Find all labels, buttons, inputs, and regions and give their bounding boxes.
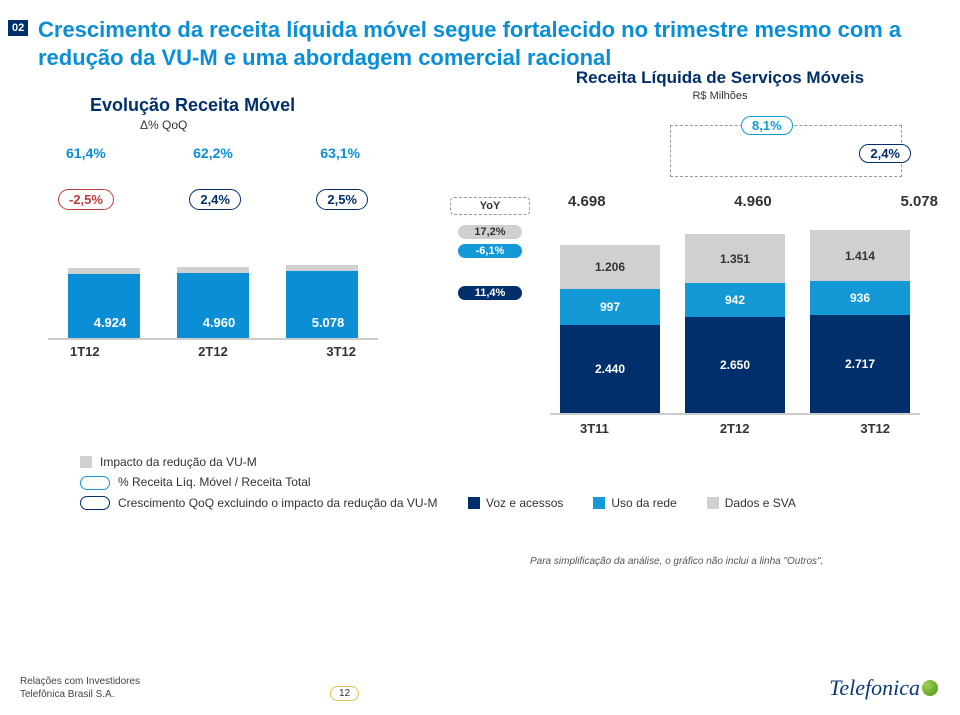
right-totals: 4.698 4.960 5.078: [550, 193, 956, 210]
right-legend: Voz e acessos Uso da rede Dados e SVA: [468, 496, 796, 510]
left-bar-1: 4.960: [171, 267, 255, 338]
growth-2-4: 2,4%: [859, 144, 911, 163]
page-number: 12: [330, 686, 359, 701]
rx-0: 3T11: [580, 421, 609, 436]
total-1: 4.960: [734, 193, 772, 210]
growth-bracket: 8,1% 2,4%: [670, 125, 902, 177]
legend-voz: Voz e acessos: [468, 496, 563, 510]
footer-line2: Telefônica Brasil S.A.: [20, 688, 140, 701]
seg: 997: [560, 289, 660, 325]
right-stacks: 1.2069972.4401.3519422.6501.4149362.717: [550, 225, 920, 415]
legend-rede: Uso da rede: [593, 496, 676, 510]
yoy-column: YoY 17,2% -6,1% 11,4%: [450, 197, 530, 305]
lx-0: 1T12: [70, 344, 100, 359]
legend-dados-label: Dados e SVA: [725, 496, 796, 510]
yoy-row-1: -6,1%: [458, 244, 522, 258]
legend-qoq-ex-label: Crescimento QoQ excluindo o impacto da r…: [118, 493, 437, 513]
left-qoq-row: -2,5% 2,4% 2,5%: [48, 189, 378, 210]
rx-1: 2T12: [720, 421, 750, 436]
swatch-cyan-icon: [593, 497, 605, 509]
yoy-row-2: 11,4%: [458, 286, 522, 300]
telefonica-logo: Telefonica: [829, 675, 938, 701]
slide-number-badge: 02: [8, 20, 28, 36]
right-footnote: Para simplificação da análise, o gráfico…: [530, 556, 823, 567]
lx-1: 2T12: [198, 344, 228, 359]
swatch-navy-icon: [468, 497, 480, 509]
legend-vu-m-label: Impacto da redução da VU-M: [100, 452, 257, 472]
footer-left: Relações com Investidores Telefônica Bra…: [20, 675, 140, 701]
qoq-2: 2,5%: [316, 189, 368, 210]
swatch-grey2-icon: [707, 497, 719, 509]
stack-2: 1.4149362.717: [810, 230, 910, 413]
share-0: 61,4%: [66, 145, 106, 161]
left-bar-0: 4.924: [62, 268, 146, 338]
legend-share-label: % Receita Líq. Móvel / Receita Total: [118, 472, 311, 492]
seg: 1.351: [685, 234, 785, 283]
legend-dados: Dados e SVA: [707, 496, 796, 510]
legend-qoq-ex: Crescimento QoQ excluindo o impacto da r…: [80, 493, 437, 513]
share-2: 63,1%: [320, 145, 360, 161]
seg: 942: [685, 283, 785, 317]
left-bar-2: 5.078: [280, 265, 364, 338]
left-subheader: Evolução Receita Móvel: [90, 95, 295, 116]
swatch-grey-icon: [80, 456, 92, 468]
share-1: 62,2%: [193, 145, 233, 161]
legend-voz-label: Voz e acessos: [486, 496, 563, 510]
lx-2: 3T12: [326, 344, 356, 359]
pill-outline-icon: [80, 476, 110, 490]
left-delta-label: Δ% QoQ: [140, 118, 187, 132]
left-bars: 4.924 4.960 5.078: [48, 228, 378, 340]
legend-rede-label: Uso da rede: [611, 496, 676, 510]
right-subheader: Receita Líquida de Serviços Móveis: [530, 68, 910, 88]
growth-8-1: 8,1%: [741, 116, 793, 135]
yoy-header: YoY: [450, 197, 530, 215]
footer-line1: Relações com Investidores: [20, 675, 140, 688]
logo-ball-icon: [922, 680, 938, 696]
seg: 2.717: [810, 315, 910, 413]
left-x-axis: 1T12 2T12 3T12: [48, 340, 378, 359]
seg: 2.440: [560, 325, 660, 413]
left-share-row: 61,4% 62,2% 63,1%: [48, 145, 378, 161]
stack-1: 1.3519422.650: [685, 234, 785, 413]
seg: 2.650: [685, 317, 785, 413]
seg: 1.414: [810, 230, 910, 281]
seg: 1.206: [560, 245, 660, 289]
legend-vu-m: Impacto da redução da VU-M: [80, 452, 437, 472]
seg: 936: [810, 281, 910, 315]
stack-0: 1.2069972.440: [560, 245, 660, 413]
qoq-0: -2,5%: [58, 189, 114, 210]
total-0: 4.698: [568, 193, 606, 210]
qoq-1: 2,4%: [189, 189, 241, 210]
pill-navy-icon: [80, 496, 110, 510]
legend-share: % Receita Líq. Móvel / Receita Total: [80, 472, 437, 492]
yoy-row-0: 17,2%: [458, 225, 522, 239]
left-legend: Impacto da redução da VU-M % Receita Líq…: [80, 452, 437, 513]
logo-text: Telefonica: [829, 675, 920, 701]
left-chart: 61,4% 62,2% 63,1% -2,5% 2,4% 2,5% 4.9244…: [48, 145, 378, 425]
page-title: Crescimento da receita líquida móvel seg…: [38, 16, 918, 71]
total-2: 5.078: [900, 193, 938, 210]
right-chart: 8,1% 2,4% YoY 17,2% -6,1% 11,4% 4.698 4.…: [450, 125, 930, 445]
right-x-axis: 3T11 2T12 3T12: [550, 421, 920, 436]
right-unit-label: R$ Milhões: [530, 90, 910, 102]
rx-2: 3T12: [860, 421, 890, 436]
